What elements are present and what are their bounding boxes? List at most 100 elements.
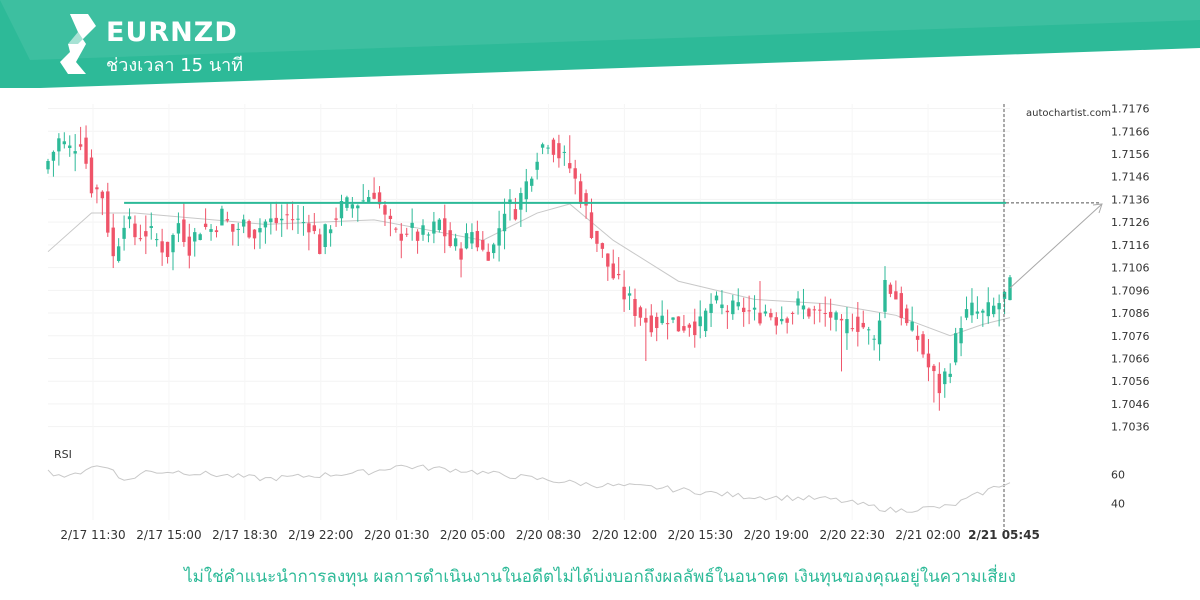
candle-body bbox=[937, 373, 942, 394]
candle-body bbox=[655, 316, 659, 329]
candle-body bbox=[856, 316, 860, 332]
candle-body bbox=[807, 308, 811, 317]
candle-body bbox=[910, 321, 914, 331]
candle-body bbox=[600, 243, 605, 249]
candle-body bbox=[758, 312, 762, 324]
candle-body bbox=[394, 228, 398, 230]
candle-body bbox=[203, 223, 208, 227]
candle-body bbox=[127, 216, 132, 220]
candle-body bbox=[888, 284, 893, 294]
candle-body bbox=[138, 238, 143, 240]
candle-body bbox=[106, 191, 110, 233]
candle-body bbox=[241, 219, 246, 227]
candle-body bbox=[280, 218, 284, 221]
candle-body bbox=[285, 214, 289, 216]
candle-body bbox=[790, 312, 795, 314]
candle-body bbox=[122, 227, 126, 239]
candle-body bbox=[225, 219, 230, 221]
y-tick-label: 1.7136 bbox=[1111, 193, 1150, 206]
candle-body bbox=[46, 161, 50, 170]
candle-body bbox=[584, 193, 588, 206]
y-tick-label: 1.7076 bbox=[1111, 330, 1150, 343]
rsi-layer: RSI 60 40 bbox=[47, 448, 1125, 513]
candle-body bbox=[573, 168, 577, 179]
candle-body bbox=[595, 230, 599, 244]
candle-body bbox=[644, 317, 648, 323]
candle-body bbox=[502, 213, 507, 232]
header-band-shape bbox=[0, 0, 1200, 88]
candle-body bbox=[877, 320, 882, 345]
axis-layer: 1.7176 1.7166 1.7156 1.7146 1.7136 1.7126 1.71… bbox=[60, 103, 1149, 542]
candle-body bbox=[823, 313, 827, 315]
candle-body bbox=[274, 217, 278, 224]
candle-body bbox=[970, 302, 974, 316]
candle-body bbox=[236, 228, 240, 230]
candle-body bbox=[1002, 291, 1007, 299]
candle-body bbox=[116, 246, 121, 262]
x-tick-label: 2/17 11:30 bbox=[60, 528, 125, 542]
candle-body bbox=[627, 293, 632, 296]
candle-body bbox=[448, 230, 452, 247]
candle-body bbox=[953, 333, 958, 363]
candle-body bbox=[95, 187, 99, 190]
candle-body bbox=[731, 300, 735, 315]
candle-body bbox=[616, 273, 621, 276]
x-tick-label: 2/20 05:00 bbox=[440, 528, 505, 542]
candle-body bbox=[464, 233, 469, 249]
y-tick-label: 1.7096 bbox=[1111, 284, 1150, 297]
candle-body bbox=[160, 241, 164, 253]
candle-body bbox=[350, 204, 355, 209]
candle-body bbox=[747, 310, 751, 312]
y-tick-label: 1.7126 bbox=[1111, 216, 1150, 229]
rsi-tick-label: 60 bbox=[1111, 469, 1125, 482]
candle-body bbox=[470, 232, 474, 244]
candle-body bbox=[828, 311, 833, 318]
candle-body bbox=[247, 220, 251, 238]
candle-body bbox=[568, 163, 572, 169]
x-tick-label: 2/17 15:00 bbox=[136, 528, 201, 542]
candle-body bbox=[861, 322, 865, 328]
candle-body bbox=[176, 223, 181, 234]
x-tick-label: 2/20 15:30 bbox=[668, 528, 733, 542]
candle-body bbox=[801, 305, 806, 310]
candle-body bbox=[432, 221, 436, 234]
candle-body bbox=[133, 223, 137, 238]
candle-body bbox=[171, 234, 175, 253]
header-banner bbox=[0, 0, 1200, 88]
candle-body bbox=[383, 205, 387, 215]
x-tick-label: 2/20 08:30 bbox=[516, 528, 581, 542]
candle-body bbox=[546, 147, 550, 149]
projection-arrow-line bbox=[1009, 203, 1103, 289]
x-tick-label: 2/20 22:30 bbox=[819, 528, 884, 542]
candle-body bbox=[867, 329, 871, 331]
header-band-accent bbox=[0, 0, 1200, 60]
candle-body bbox=[932, 365, 936, 372]
y-tick-label: 1.7046 bbox=[1111, 398, 1150, 411]
candle-body bbox=[421, 225, 425, 235]
candle-body bbox=[785, 318, 789, 323]
candle-body bbox=[68, 145, 72, 149]
candle-body bbox=[535, 161, 539, 170]
x-tick-label: 2/21 05:45 bbox=[968, 528, 1040, 542]
candle-body bbox=[698, 316, 702, 327]
candle-body bbox=[709, 303, 713, 313]
candle-body bbox=[459, 248, 463, 260]
candle-body bbox=[334, 218, 338, 220]
candle-body bbox=[78, 144, 83, 147]
candle-body bbox=[964, 309, 969, 318]
candle-body bbox=[513, 209, 518, 220]
candle-body bbox=[611, 263, 615, 279]
candle-body bbox=[491, 244, 496, 254]
candle-body bbox=[606, 253, 610, 267]
candle-body bbox=[665, 323, 670, 325]
y-tick-label: 1.7116 bbox=[1111, 239, 1150, 252]
candle-body bbox=[975, 311, 980, 314]
candle-body bbox=[51, 151, 56, 161]
rsi-tick-label: 40 bbox=[1111, 498, 1125, 511]
rsi-line bbox=[47, 464, 1011, 513]
candle-body bbox=[763, 311, 768, 314]
candle-body bbox=[339, 201, 344, 219]
candle-body bbox=[671, 317, 675, 320]
y-tick-label: 1.7176 bbox=[1111, 103, 1150, 116]
candle-body bbox=[774, 317, 778, 326]
